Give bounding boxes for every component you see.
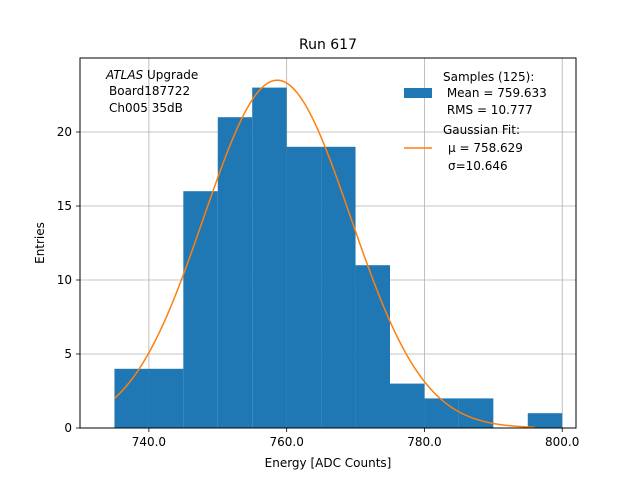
histogram-bar [148,368,184,428]
y-axis-label: Entries [33,222,47,264]
y-tick-label: 0 [64,421,72,435]
x-tick-label: 760.0 [269,435,303,449]
gaussian-fit [113,79,535,429]
y-tick-label: 5 [64,347,72,361]
x-tick-label: 740.0 [132,435,166,449]
histogram-bar [183,191,218,428]
histogram-bars [114,87,563,429]
legend-fit-line-3: σ=10.646 [448,159,508,173]
legend: Samples (125): Mean = 759.633 RMS = 10.7… [404,70,547,173]
annotation-upgrade: Upgrade [143,68,198,82]
x-tick-label: 800.0 [545,435,579,449]
legend-hist-line-1: Samples (125): [443,70,534,84]
legend-hist-line-2: Mean = 759.633 [443,86,547,100]
histogram-bar [424,398,459,428]
histogram-bar [355,265,390,428]
histogram-bar [321,146,356,429]
chart-title: Run 617 [299,37,357,53]
axis-ticks: 740.0 760.0 780.0 800.0 0 5 10 15 20 [57,125,580,449]
annotation-board: Board187722 [109,84,190,98]
histogram-bar [527,413,563,428]
y-tick-label: 15 [57,199,72,213]
y-tick-label: 10 [57,273,72,287]
histogram-bar [286,146,322,429]
annotation-atlas: ATLAS [105,68,144,82]
legend-fit-line-2: μ = 758.629 [448,141,523,155]
annotation-line-1: ATLAS Upgrade [105,68,198,82]
annotation-channel: Ch005 35dB [109,101,183,115]
histogram-bar [217,117,253,428]
atlas-annotation: ATLAS Upgrade Board187722 Ch005 35dB [105,68,198,115]
legend-hist-swatch [404,88,432,98]
legend-fit-line-1: Gaussian Fit: [443,123,520,137]
histogram-bar [390,383,425,428]
x-tick-label: 780.0 [407,435,441,449]
legend-hist-line-3: RMS = 10.777 [443,103,533,117]
fit-curve [113,79,535,429]
plot-frame [79,57,577,429]
histogram-bar [458,398,494,428]
histogram-bar [252,87,287,428]
x-axis-label: Energy [ADC Counts] [265,456,392,470]
y-tick-label: 20 [57,125,72,139]
histogram-bar [114,368,149,428]
